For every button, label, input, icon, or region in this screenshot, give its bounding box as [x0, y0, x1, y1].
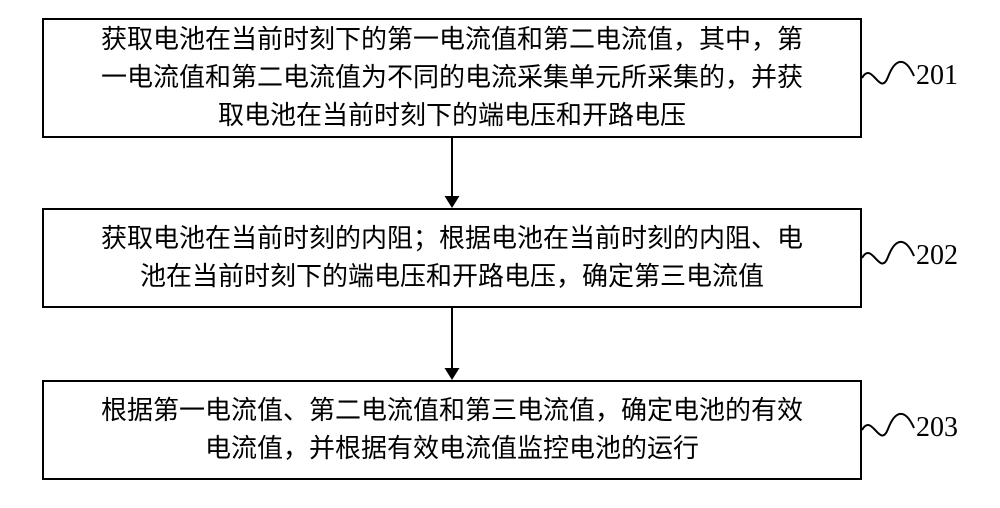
arrow-201-to-202 [440, 136, 464, 210]
flowchart-step-201: 获取电池在当前时刻下的第一电流值和第二电流值，其中，第 一电流值和第二电流值为不… [42, 18, 862, 138]
connector-squiggle-201 [852, 46, 924, 108]
step-label-202: 202 [916, 240, 958, 272]
connector-squiggle-203 [852, 398, 924, 460]
step-label-201: 201 [916, 60, 958, 92]
connector-squiggle-202 [852, 226, 924, 288]
flowchart-step-202: 获取电池在当前时刻的内阻；根据电池在当前时刻的内阻、电 池在当前时刻下的端电压和… [42, 208, 862, 308]
step-label-203: 203 [916, 412, 958, 444]
flowchart-step-203: 根据第一电流值、第二电流值和第三电流值，确定电池的有效 电流值，并根据有效电流值… [42, 380, 862, 480]
arrow-202-to-203 [440, 306, 464, 382]
flowchart-canvas: 获取电池在当前时刻下的第一电流值和第二电流值，其中，第 一电流值和第二电流值为不… [0, 0, 1000, 508]
